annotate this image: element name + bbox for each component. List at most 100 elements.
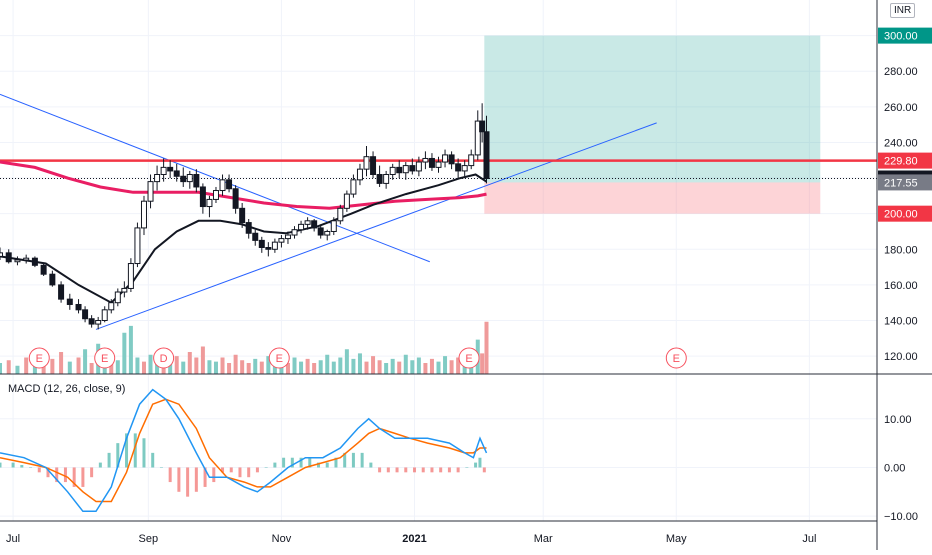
trendline[interactable] — [0, 93, 430, 263]
candle-body — [49, 273, 56, 286]
event-circle[interactable] — [28, 347, 50, 369]
candle — [455, 158, 462, 179]
candle-body — [271, 241, 278, 250]
time-tick-label: 2021 — [402, 533, 426, 545]
volume-bar — [377, 360, 382, 374]
trendlines[interactable] — [0, 93, 657, 330]
candle-body — [304, 220, 311, 225]
candle-body — [186, 173, 193, 183]
volume-bar — [253, 358, 258, 374]
trendline[interactable] — [95, 122, 657, 330]
macd-histogram-bar — [63, 467, 67, 483]
candle — [134, 222, 141, 268]
volume-bar — [312, 363, 317, 374]
candle — [442, 149, 449, 168]
macd-histogram-bar — [334, 457, 338, 468]
event-circle[interactable] — [153, 347, 175, 369]
event-marker[interactable]: E — [665, 347, 687, 369]
candle — [265, 242, 272, 257]
candle-body — [383, 173, 390, 184]
macd-histogram-bar — [404, 467, 408, 473]
candle-body — [167, 166, 174, 172]
volume-bar — [181, 361, 186, 374]
volume-bar — [259, 361, 264, 374]
macd-histogram-bar — [20, 465, 24, 468]
ma-red-line — [0, 160, 487, 210]
candle — [298, 220, 305, 234]
candle-body — [127, 263, 134, 289]
candle — [258, 236, 265, 253]
volume-bar — [115, 360, 120, 374]
volume-bar — [299, 361, 304, 374]
candle-body — [134, 227, 141, 265]
price-badge: 200.00 — [878, 205, 932, 222]
volume-bar — [325, 354, 330, 374]
candle — [226, 174, 233, 193]
macd-histogram-bar — [151, 452, 155, 468]
macd-histogram-bar — [465, 467, 469, 468]
candle-body — [479, 120, 486, 133]
macd-histogram-bar — [478, 457, 482, 468]
macd-line — [0, 388, 488, 513]
candle — [479, 103, 486, 143]
candle — [239, 202, 246, 228]
event-marker[interactable]: E — [28, 347, 50, 369]
candle — [5, 249, 12, 264]
candle-body — [376, 173, 383, 184]
macd-histogram-bar — [264, 467, 268, 468]
candle — [121, 281, 128, 298]
candle-body — [284, 234, 291, 240]
candle — [363, 146, 370, 177]
candle-body — [370, 156, 377, 175]
candle — [278, 235, 285, 248]
volume-bar — [410, 360, 415, 374]
event-circle[interactable] — [268, 347, 290, 369]
candle — [402, 162, 409, 180]
volume-bar — [200, 346, 205, 374]
macd-histogram-bar — [125, 433, 129, 468]
candle-body — [88, 318, 95, 325]
volume-bar — [403, 354, 408, 374]
macd-tick-label: 0.00 — [884, 462, 905, 474]
candle-body — [95, 320, 102, 325]
long-position-tool[interactable] — [484, 35, 821, 214]
candle — [396, 160, 403, 179]
candle — [252, 229, 259, 246]
candle-body — [199, 186, 206, 208]
event-circle[interactable] — [94, 347, 116, 369]
event-marker[interactable]: D — [153, 347, 175, 369]
macd-histogram-bar — [255, 467, 259, 473]
event-label: E — [36, 353, 43, 365]
event-circle[interactable] — [665, 347, 687, 369]
volume-bar — [484, 321, 489, 374]
candle-body — [455, 163, 462, 172]
currency-label[interactable]: INR — [890, 3, 916, 18]
profit-zone[interactable] — [484, 35, 821, 183]
volume-bar — [266, 356, 271, 374]
candle-body — [402, 165, 409, 174]
volume-bar — [344, 349, 349, 374]
event-marker[interactable]: E — [268, 347, 290, 369]
event-marker[interactable]: E — [94, 347, 116, 369]
volume-bar — [272, 364, 277, 374]
candle-body — [66, 298, 73, 305]
price-badge: 300.00 — [878, 27, 932, 44]
event-marker[interactable]: E — [458, 347, 480, 369]
price-badge-bg — [878, 27, 932, 44]
price-badge-bg — [878, 152, 932, 169]
event-circle[interactable] — [458, 347, 480, 369]
macd-title: MACD (12, 26, close, 9) — [8, 383, 125, 395]
candle-body — [343, 193, 350, 209]
volume-bar — [285, 363, 290, 374]
stop-zone[interactable] — [484, 182, 821, 214]
price-badge-label: 300.00 — [884, 31, 918, 43]
candle-body — [154, 173, 161, 183]
volume-bar — [168, 360, 173, 374]
candle — [245, 219, 252, 239]
volume-bar — [351, 358, 356, 374]
macd-histogram-bar — [299, 457, 303, 468]
